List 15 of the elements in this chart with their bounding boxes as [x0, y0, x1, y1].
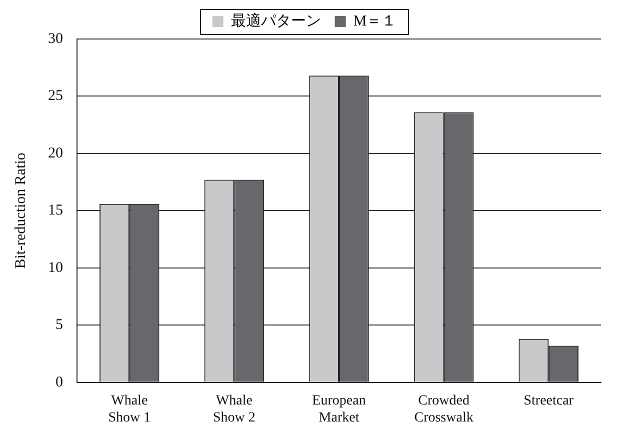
y-tick-label: 0 [56, 374, 63, 390]
y-axis-title: Bit-reduction Ratio [12, 152, 29, 269]
x-tick-label: Streetcar [524, 393, 574, 408]
x-tick-label: Whale Show 2 [212, 393, 256, 426]
y-tick-label: 10 [48, 260, 63, 276]
x-tick-label: Whale Show 1 [108, 393, 151, 426]
y-tick-label: 25 [48, 88, 63, 104]
legend-label: M＝１ [353, 13, 397, 30]
x-tick-label: European Market [312, 393, 366, 426]
y-tick-label: 20 [48, 145, 63, 162]
x-tick-label: Crowded Crosswalk [414, 393, 474, 426]
y-tick-label: 30 [48, 30, 63, 47]
legend-label: 最適パターン [230, 12, 321, 30]
y-tick-label: 15 [48, 202, 63, 219]
y-tick-label: 5 [56, 317, 63, 334]
